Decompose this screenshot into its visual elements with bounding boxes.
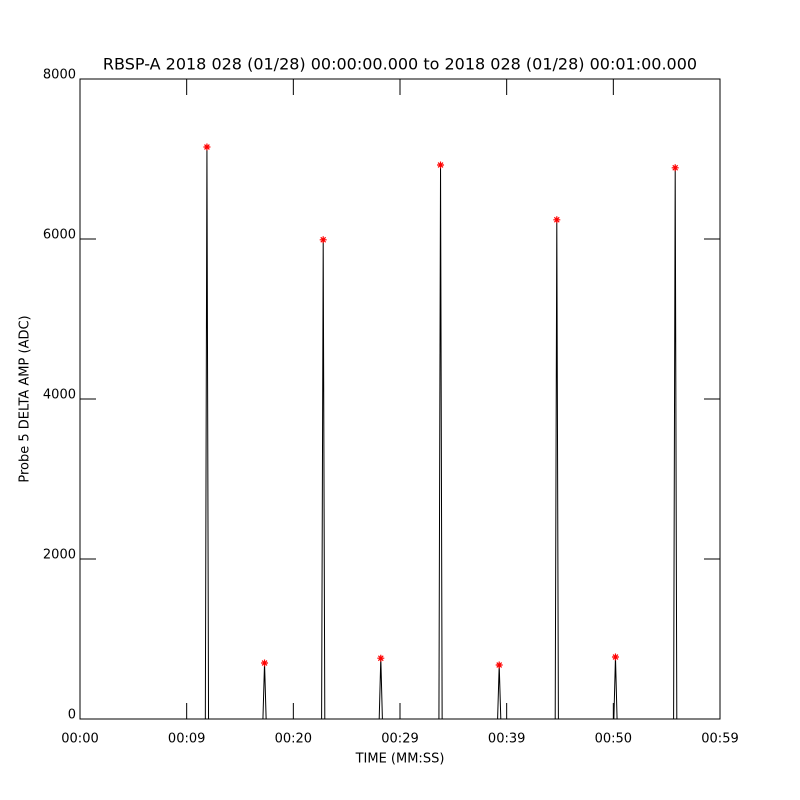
- peak-marker: [611, 653, 619, 661]
- y-tick-label: 4000: [43, 388, 76, 403]
- y-tick-label: 2000: [43, 548, 76, 563]
- y-tick-label: 6000: [43, 228, 76, 243]
- x-tick-label: 00:09: [168, 732, 205, 747]
- peak-marker: [671, 164, 679, 172]
- x-tick-label: 00:00: [61, 732, 98, 747]
- x-axis-label: TIME (MM:SS): [355, 752, 445, 767]
- y-tick-label: 0: [68, 708, 76, 723]
- y-tick-label: 8000: [43, 68, 76, 83]
- peak-marker: [495, 661, 503, 669]
- peak-marker: [319, 236, 327, 244]
- x-tick-label: 00:50: [595, 732, 632, 747]
- peak-marker: [437, 161, 445, 169]
- chart-title: RBSP-A 2018 028 (01/28) 00:00:00.000 to …: [103, 55, 697, 74]
- x-tick-label: 00:39: [488, 732, 525, 747]
- peak-marker: [377, 654, 385, 662]
- y-axis-label: Probe 5 DELTA AMP (ADC): [18, 315, 33, 482]
- peak-marker: [553, 216, 561, 224]
- x-tick-label: 00:59: [701, 732, 738, 747]
- peak-marker: [261, 659, 269, 667]
- peak-marker: [203, 143, 211, 151]
- x-tick-label: 00:20: [275, 732, 312, 747]
- x-tick-label: 00:29: [381, 732, 418, 747]
